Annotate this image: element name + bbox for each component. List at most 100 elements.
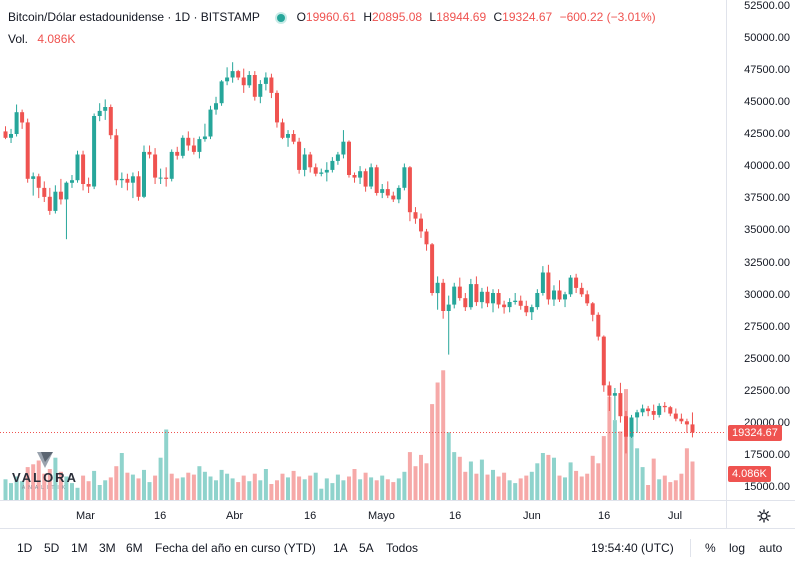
price-axis[interactable]: 52500.00 50000.00 47500.00 45000.00 42500.00…	[726, 0, 795, 500]
close-value: 19324.67	[502, 10, 553, 24]
range-5y-button[interactable]: 5A	[359, 541, 374, 555]
range-toolbar: 1D 5D 1M 3M 6M Fecha del año en curso (Y…	[0, 528, 795, 568]
price-tick-label: 30000.00	[744, 289, 790, 301]
volume-bar	[369, 477, 374, 500]
candle	[668, 405, 673, 417]
candle-body	[225, 77, 230, 82]
candle-body	[463, 298, 468, 308]
symbol-title[interactable]: Bitcoin/Dólar estadounidense · 1D · BITS…	[8, 10, 260, 24]
range-1m-button[interactable]: 1M	[71, 541, 88, 555]
candle	[103, 99, 108, 120]
auto-scale-button[interactable]: auto	[759, 541, 783, 555]
candle	[574, 273, 579, 293]
logo-mark-icon	[37, 452, 53, 468]
range-5d-button[interactable]: 5D	[44, 541, 60, 555]
candle	[363, 168, 368, 192]
volume-bar	[136, 478, 141, 500]
candle-body	[352, 175, 357, 178]
price-chart[interactable]	[0, 0, 726, 500]
legend-volume-row: Vol. 4.086K	[8, 32, 79, 46]
candle-body	[396, 187, 401, 200]
candle	[319, 168, 324, 177]
range-ytd-button[interactable]: Fecha del año en curso (YTD)	[155, 541, 316, 555]
settings-gear-icon[interactable]	[757, 509, 771, 523]
candle-body	[657, 405, 662, 415]
close-label: C	[493, 10, 503, 24]
volume-bar	[402, 471, 407, 500]
candle	[230, 62, 235, 83]
candle-body	[175, 151, 180, 156]
candle	[286, 130, 290, 147]
candle	[247, 71, 252, 88]
chart-settings-cell	[726, 500, 795, 529]
candle	[684, 418, 689, 433]
candle	[308, 151, 313, 173]
volume-bar	[3, 479, 8, 500]
candle-body	[58, 191, 63, 200]
volume-bar	[64, 476, 69, 500]
candle	[535, 289, 540, 310]
volume-bar	[479, 459, 484, 500]
volume-bar	[657, 479, 662, 500]
volume-bar	[225, 473, 230, 500]
candle-body	[684, 421, 689, 425]
candle	[341, 130, 346, 159]
percent-scale-button[interactable]: %	[705, 541, 716, 555]
volume-bar	[230, 478, 235, 500]
candle	[347, 140, 351, 178]
candle	[164, 167, 169, 187]
volume-tag: 4.086K	[728, 466, 771, 482]
price-tick-label: 37500.00	[744, 192, 790, 204]
candle-body	[601, 336, 606, 386]
range-6m-button[interactable]: 6M	[126, 541, 143, 555]
candle-body	[197, 139, 202, 152]
volume-value: 4.086K	[37, 32, 76, 46]
candle	[92, 113, 97, 190]
volume-bar	[103, 480, 108, 500]
volume-bar	[70, 483, 74, 500]
range-all-button[interactable]: Todos	[386, 541, 419, 555]
candle-body	[513, 300, 518, 302]
range-3m-button[interactable]: 3M	[99, 541, 116, 555]
candle-body	[136, 176, 141, 197]
volume-bar	[684, 448, 689, 500]
candle	[624, 411, 628, 454]
log-scale-button[interactable]: log	[729, 541, 746, 555]
candle-body	[347, 141, 351, 175]
volume-bar	[186, 472, 191, 500]
volume-bar	[208, 476, 213, 500]
volume-bar	[557, 475, 562, 500]
volume-bar	[58, 471, 63, 500]
volume-bar	[236, 482, 241, 500]
volume-bar	[191, 474, 196, 500]
candle-body	[20, 112, 25, 123]
volume-bar	[42, 473, 47, 500]
candle	[457, 277, 462, 301]
volume-bar	[441, 370, 446, 500]
logo-brand-text: VALORA	[12, 470, 78, 485]
candle	[252, 71, 257, 101]
candle	[136, 171, 141, 201]
volume-bar	[540, 453, 545, 500]
volume-bar	[668, 482, 673, 500]
candle	[186, 131, 191, 151]
candle	[47, 187, 52, 215]
volume-bar	[568, 462, 573, 500]
candle	[108, 104, 113, 140]
time-axis[interactable]: Mar 16 Abr 16 Mayo 16 Jun 16 Jul	[0, 500, 726, 529]
range-1d-button[interactable]: 1D	[17, 541, 33, 555]
candle-body	[324, 169, 329, 173]
volume-bar	[385, 479, 390, 500]
price-tick-label: 15000.00	[744, 481, 790, 493]
candle-body	[579, 287, 584, 295]
volume-label[interactable]: Vol.	[8, 32, 29, 46]
range-1y-button[interactable]: 1A	[333, 541, 348, 555]
candle-body	[241, 77, 246, 86]
candle	[313, 163, 318, 177]
candle-body	[369, 167, 374, 187]
price-tick-label: 42500.00	[744, 128, 790, 140]
volume-bar	[36, 460, 41, 500]
volume-bar	[374, 480, 379, 500]
utc-clock[interactable]: 19:54:40 (UTC)	[591, 541, 674, 555]
price-tick-label: 25000.00	[744, 353, 790, 365]
